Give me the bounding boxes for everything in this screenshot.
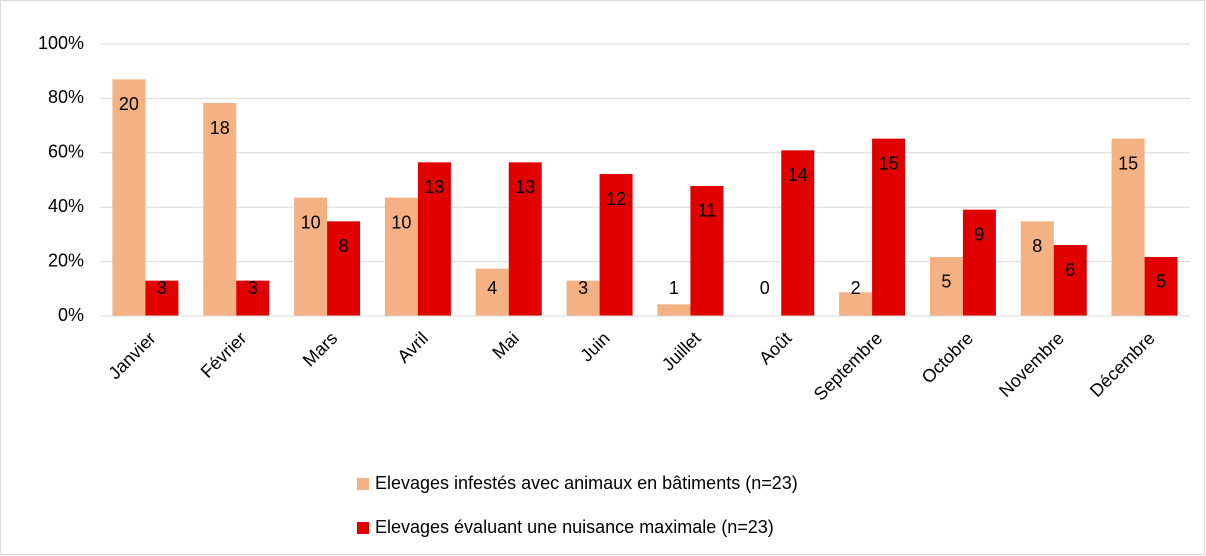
data-label: 8 [1032, 236, 1042, 256]
bar [384, 197, 418, 316]
data-label: 3 [578, 278, 588, 298]
bar [327, 221, 361, 316]
data-label: 15 [1118, 153, 1138, 173]
data-label: 13 [515, 177, 535, 197]
legend-label: Elevages infestés avec animaux en bâtime… [375, 473, 798, 493]
data-label: 9 [974, 224, 984, 244]
bar [1053, 245, 1087, 316]
bar [1144, 256, 1178, 316]
bar [657, 304, 691, 316]
bar [872, 138, 906, 316]
data-label: 13 [424, 177, 444, 197]
data-label: 20 [119, 94, 139, 114]
data-label: 3 [157, 278, 167, 298]
legend-swatch [357, 522, 369, 534]
data-label: 10 [391, 212, 411, 232]
y-tick-label: 0% [58, 305, 84, 325]
bar [236, 280, 270, 316]
data-label: 10 [301, 212, 321, 232]
y-tick-label: 100% [38, 33, 84, 53]
bar [962, 209, 996, 316]
data-label: 4 [487, 278, 497, 298]
y-tick-label: 20% [48, 250, 84, 270]
legend-swatch [357, 478, 369, 490]
data-label: 8 [339, 236, 349, 256]
data-label: 11 [698, 201, 717, 221]
data-label: 14 [788, 165, 808, 185]
data-label: 6 [1065, 260, 1075, 280]
bar [566, 280, 600, 316]
data-label: 15 [879, 153, 899, 173]
bar [781, 150, 815, 316]
bar [294, 197, 328, 316]
bar [508, 162, 542, 316]
y-tick-label: 80% [48, 87, 84, 107]
bar [145, 280, 179, 316]
bar [112, 79, 146, 316]
data-label: 0 [760, 278, 770, 298]
bar [929, 256, 963, 316]
data-label: 1 [669, 278, 679, 298]
legend-label: Elevages évaluant une nuisance maximale … [375, 517, 774, 537]
data-label: 5 [941, 272, 951, 292]
bar [475, 268, 509, 316]
bar [599, 174, 633, 316]
y-tick-label: 40% [48, 196, 84, 216]
data-label: 2 [851, 278, 861, 298]
bar [839, 292, 873, 316]
bar [417, 162, 451, 316]
data-label: 3 [248, 278, 258, 298]
data-label: 12 [606, 189, 626, 209]
bar [1020, 221, 1054, 316]
data-label: 18 [210, 118, 230, 138]
bar [690, 185, 724, 316]
data-label: 5 [1156, 272, 1166, 292]
y-tick-label: 60% [48, 142, 84, 162]
bar [1111, 138, 1145, 316]
bar [203, 103, 237, 316]
